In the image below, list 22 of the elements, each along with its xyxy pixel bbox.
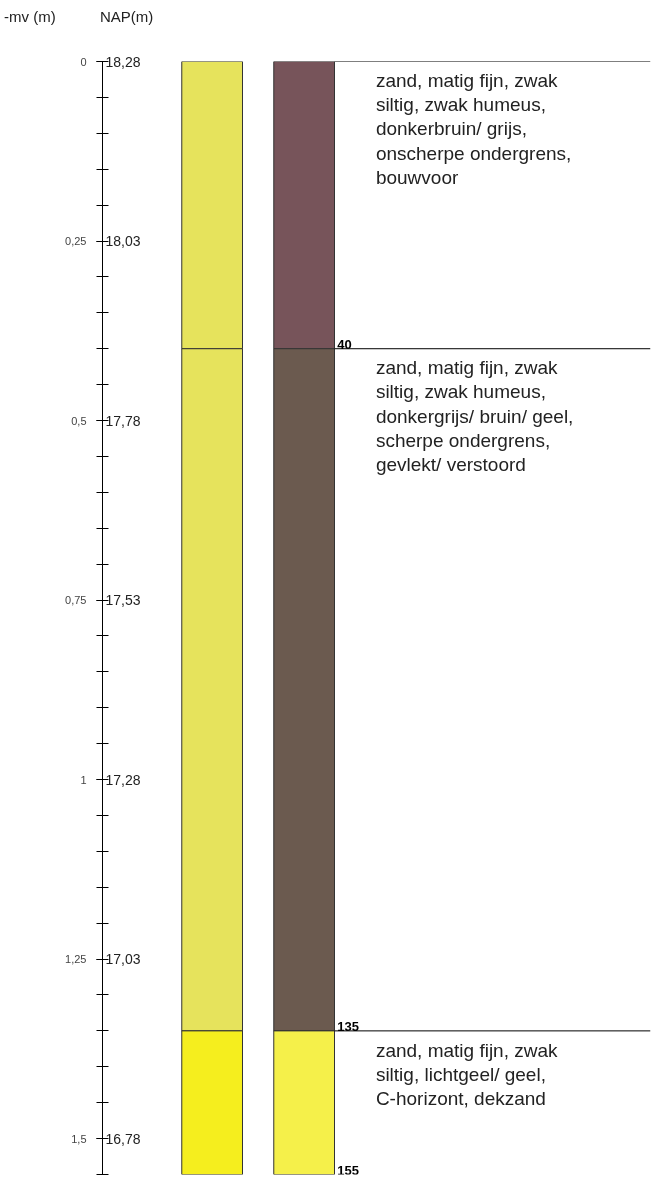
- y2-tick-label: 17,28: [105, 771, 141, 788]
- annotation: 155: [337, 1162, 359, 1178]
- y2-tick-label: 18,03: [105, 233, 141, 250]
- y-axis-title: -mv (m): [4, 7, 56, 27]
- y2-tick-label: 17,03: [105, 951, 141, 968]
- y-tick-label: 1,25: [65, 953, 87, 966]
- y2-tick-label: 18,28: [105, 53, 141, 70]
- y-tick-label: 1,5: [71, 1132, 87, 1145]
- text: zand, matig fijn, zwak siltig, zwak humeus, donkergrijs/ bruin/ geel, scherpe ondergrens, gevlekt/ verstoord: [375, 357, 574, 475]
- y-tick-label: 0: [80, 55, 87, 68]
- y-tick-label: 0,5: [71, 414, 87, 427]
- y2-tick-label: 16,78: [105, 1130, 141, 1147]
- y2-tick-label: 17,78: [105, 412, 141, 429]
- y-tick-label: 0,25: [65, 235, 87, 248]
- y-tick-label: 0,75: [65, 594, 87, 607]
- y-tick-label: 1: [80, 773, 87, 786]
- y2-tick-label: 17,53: [105, 592, 141, 609]
- y2-axis-title: NAP(m): [100, 7, 154, 27]
- annotation: 40: [337, 336, 352, 352]
- text: zand, matig fijn, zwak siltig, lichtgeel/ geel, C-horizont, dekzand: [375, 1039, 559, 1109]
- annotation: 135: [337, 1018, 359, 1034]
- text: zand, matig fijn, zwak siltig, zwak humeus, donkerbruin/ grijs, onscherpe ondergrens, bouwvoor: [375, 70, 572, 188]
